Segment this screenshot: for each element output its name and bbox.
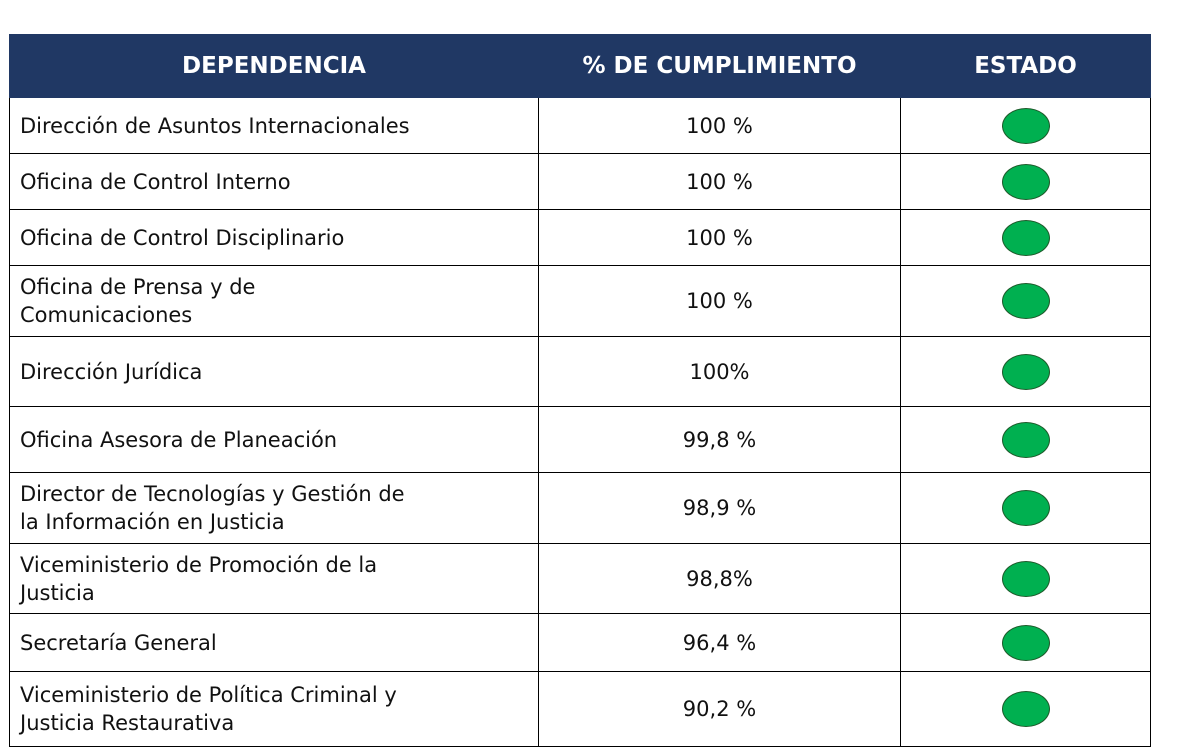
status-indicator (1001, 107, 1050, 144)
table-row: Oficina de Control Disciplinario 100 % (9, 209, 1151, 266)
percent-cell: 98,9 % (538, 472, 901, 544)
percent-cell: 100 % (538, 209, 901, 266)
percent-cell: 100 % (538, 97, 901, 154)
percent-cell: 100 % (538, 265, 901, 337)
status-indicator (1001, 691, 1050, 727)
status-cell (900, 543, 1151, 614)
status-cell (900, 613, 1151, 672)
table-row: Director de Tecnologías y Gestión de la … (9, 472, 1151, 544)
status-indicator (1001, 283, 1050, 319)
status-cell (900, 406, 1151, 473)
percent-cell: 98,8% (538, 543, 901, 614)
status-cell (900, 209, 1151, 266)
dependency-cell: Viceministerio de Promoción de la Justic… (9, 543, 539, 614)
status-cell (900, 671, 1151, 747)
dependency-cell: Viceministerio de Política Criminal y Ju… (9, 671, 539, 747)
dependency-cell: Director de Tecnologías y Gestión de la … (9, 472, 539, 544)
percent-cell: 96,4 % (538, 613, 901, 672)
status-cell (900, 336, 1151, 407)
status-cell (900, 472, 1151, 544)
dependency-cell: Oficina de Control Disciplinario (9, 209, 539, 266)
header-cell: DEPENDENCIA (9, 34, 539, 98)
dependency-cell: Dirección Jurídica (9, 336, 539, 407)
status-indicator (1001, 624, 1050, 661)
table-row: Oficina Asesora de Planeación 99,8 % (9, 406, 1151, 473)
table-row: Dirección de Asuntos Internacionales 100 … (9, 97, 1151, 154)
percent-cell: 99,8 % (538, 406, 901, 473)
table-row: Viceministerio de Política Criminal y Ju… (9, 671, 1151, 747)
compliance-table: DEPENDENCIA % DE CUMPLIMIENTO ESTADO Dir… (9, 34, 1151, 747)
dependency-cell: Oficina de Prensa y de Comunicaciones (9, 265, 539, 337)
dependency-cell: Secretaría General (9, 613, 539, 672)
status-indicator (1001, 490, 1050, 526)
table-row: Oficina de Control Interno 100 % (9, 153, 1151, 210)
table-header: DEPENDENCIA % DE CUMPLIMIENTO ESTADO (9, 34, 1151, 98)
percent-cell: 100% (538, 336, 901, 407)
dependency-cell: Dirección de Asuntos Internacionales (9, 97, 539, 154)
status-cell (900, 97, 1151, 154)
table-row: Viceministerio de Promoción de la Justic… (9, 543, 1151, 614)
table-row: Dirección Jurídica 100% (9, 336, 1151, 407)
dependency-cell: Oficina Asesora de Planeación (9, 406, 539, 473)
status-indicator (1001, 560, 1050, 597)
status-cell (900, 153, 1151, 210)
dependency-cell: Oficina de Control Interno (9, 153, 539, 210)
table-row: Secretaría General 96,4 % (9, 613, 1151, 672)
header-row: DEPENDENCIA % DE CUMPLIMIENTO ESTADO (9, 34, 1151, 98)
header-cell: ESTADO (900, 34, 1151, 98)
table-body: Dirección de Asuntos Internacionales 100 … (9, 97, 1151, 747)
status-indicator (1001, 421, 1050, 458)
percent-cell: 90,2 % (538, 671, 901, 747)
percent-cell: 100 % (538, 153, 901, 210)
status-cell (900, 265, 1151, 337)
header-cell: % DE CUMPLIMIENTO (538, 34, 901, 98)
status-indicator (1001, 353, 1050, 390)
table-row: Oficina de Prensa y de Comunicaciones 100… (9, 265, 1151, 337)
status-indicator (1001, 219, 1050, 256)
status-indicator (1001, 163, 1050, 200)
